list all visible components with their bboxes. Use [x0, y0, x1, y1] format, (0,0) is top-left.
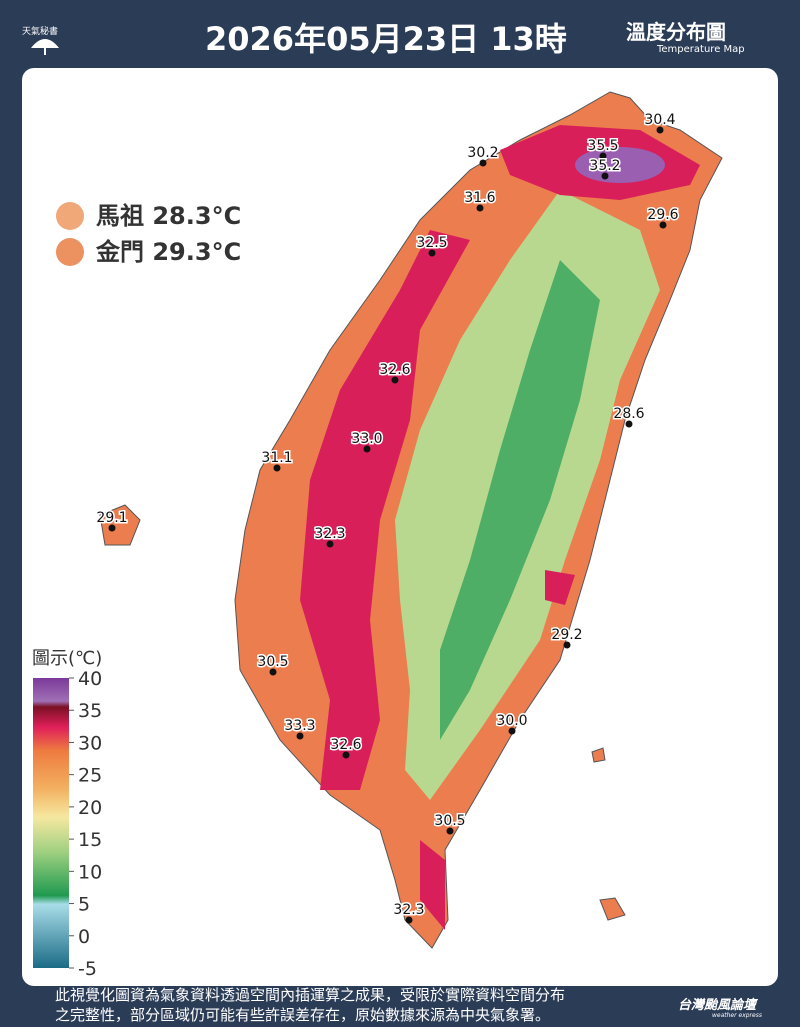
- hot-zone-west: [300, 230, 470, 790]
- station-dot: [269, 668, 277, 676]
- station-dot: [659, 221, 667, 229]
- penghu: [99, 504, 141, 546]
- legend-tick-label: 10: [78, 861, 102, 883]
- legend-tick-label: 40: [78, 668, 102, 690]
- station-label: 32.6: [330, 737, 361, 753]
- station-dot: [601, 172, 609, 180]
- hot-zone-taipei: [575, 147, 665, 183]
- station-label: 30.5: [257, 654, 288, 670]
- station-dot: [625, 420, 633, 428]
- logo-icon: [31, 39, 59, 55]
- station-label: 30.0: [496, 713, 527, 729]
- map-title: 溫度分布圖: [626, 20, 726, 44]
- legend-tick-label: 15: [78, 829, 102, 851]
- high-mountain: [440, 260, 600, 740]
- green-island: [591, 747, 606, 763]
- station-dot: [479, 159, 487, 167]
- island-label: 馬祖 28.3°C: [96, 202, 241, 230]
- hot-zone-south: [420, 840, 445, 930]
- station-label: 29.6: [647, 207, 678, 223]
- station-label: 30.4: [644, 112, 675, 128]
- legend-bar: [33, 678, 69, 968]
- legend-tick-label: 35: [78, 700, 102, 722]
- station-label: 35.5: [587, 138, 618, 154]
- station-dot: [599, 152, 607, 160]
- footer-line: 此視覺化圖資為氣象資料透過空間內插運算之成果，受限於實際資料空間分布: [55, 986, 566, 1004]
- orchid-island: [599, 897, 626, 921]
- legend-title: 圖示(℃): [32, 648, 102, 669]
- station-label: 31.1: [261, 450, 292, 466]
- station-label: 29.1: [96, 510, 127, 526]
- station-dot: [563, 641, 571, 649]
- station-dot: [273, 464, 281, 472]
- station-dot: [363, 445, 371, 453]
- station-dot: [108, 524, 116, 532]
- hot-zone-east: [545, 570, 575, 605]
- station-dot: [446, 827, 454, 835]
- map-subtitle: Temperature Map: [657, 44, 745, 55]
- island-label: 金門 29.3°C: [95, 238, 241, 266]
- station-dot: [656, 126, 664, 134]
- station-dot: [476, 204, 484, 212]
- station-label: 29.2: [551, 627, 582, 643]
- station-label: 32.3: [314, 526, 345, 542]
- legend-tick-label: 20: [78, 797, 102, 819]
- station-label: 35.2: [589, 158, 620, 174]
- station-label: 30.5: [434, 813, 465, 829]
- station-label: 33.0: [351, 431, 382, 447]
- title: 2026年05月23日 13時: [205, 20, 567, 58]
- legend-tick-label: 0: [78, 926, 90, 948]
- station-label: 32.3: [393, 902, 424, 918]
- station-label: 30.2: [467, 145, 498, 161]
- station-label: 32.6: [379, 362, 410, 378]
- legend-tick-label: 30: [78, 732, 102, 754]
- logo-text: 天氣秘書: [22, 27, 59, 37]
- legend-tick-label: 5: [78, 894, 90, 916]
- station-dot: [405, 916, 413, 924]
- station-label: 28.6: [613, 406, 644, 422]
- island-marker: [56, 202, 84, 230]
- station-dot: [296, 732, 304, 740]
- station-label: 32.5: [416, 235, 447, 251]
- island-marker: [56, 238, 84, 266]
- station-label: 33.3: [284, 718, 315, 734]
- station-dot: [391, 376, 399, 384]
- legend-tick-label: -5: [78, 958, 97, 980]
- brand-sub: weather express: [712, 1012, 762, 1019]
- station-dot: [508, 727, 516, 735]
- station-dot: [342, 751, 350, 759]
- station-dot: [326, 540, 334, 548]
- legend-tick-label: 25: [78, 765, 102, 787]
- station-label: 31.6: [464, 190, 495, 206]
- station-dot: [428, 249, 436, 257]
- footer-line: 之完整性，部分區域仍可能有些許誤差存在，原始數據來源為中央氣象署。: [55, 1006, 551, 1024]
- brand: 台灣颱風論壇: [678, 998, 757, 1013]
